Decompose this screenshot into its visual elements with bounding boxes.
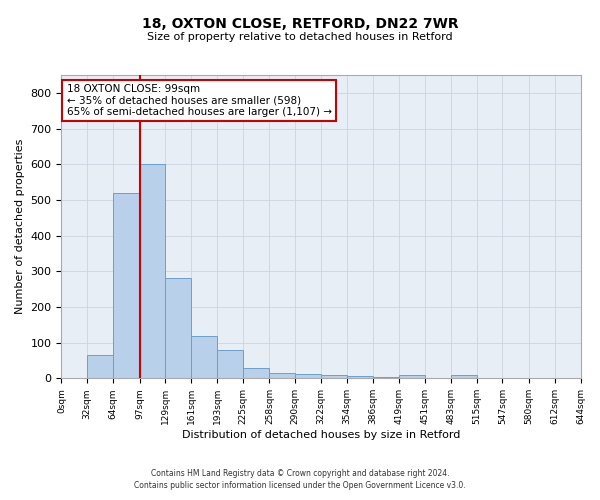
Text: 18, OXTON CLOSE, RETFORD, DN22 7WR: 18, OXTON CLOSE, RETFORD, DN22 7WR <box>142 18 458 32</box>
Bar <box>191 336 217 378</box>
Bar <box>217 350 243 378</box>
Bar <box>347 376 373 378</box>
Bar <box>399 376 425 378</box>
Bar <box>87 355 113 378</box>
Bar <box>295 374 321 378</box>
Bar <box>113 193 140 378</box>
Bar <box>243 368 269 378</box>
Text: 18 OXTON CLOSE: 99sqm
← 35% of detached houses are smaller (598)
65% of semi-det: 18 OXTON CLOSE: 99sqm ← 35% of detached … <box>67 84 332 117</box>
Bar <box>166 278 191 378</box>
Bar <box>451 376 476 378</box>
Text: Size of property relative to detached houses in Retford: Size of property relative to detached ho… <box>147 32 453 42</box>
Bar <box>269 373 295 378</box>
X-axis label: Distribution of detached houses by size in Retford: Distribution of detached houses by size … <box>182 430 460 440</box>
Text: Contains public sector information licensed under the Open Government Licence v3: Contains public sector information licen… <box>134 481 466 490</box>
Y-axis label: Number of detached properties: Number of detached properties <box>15 139 25 314</box>
Text: Contains HM Land Registry data © Crown copyright and database right 2024.: Contains HM Land Registry data © Crown c… <box>151 468 449 477</box>
Bar <box>140 164 166 378</box>
Bar <box>321 376 347 378</box>
Bar <box>373 376 399 378</box>
